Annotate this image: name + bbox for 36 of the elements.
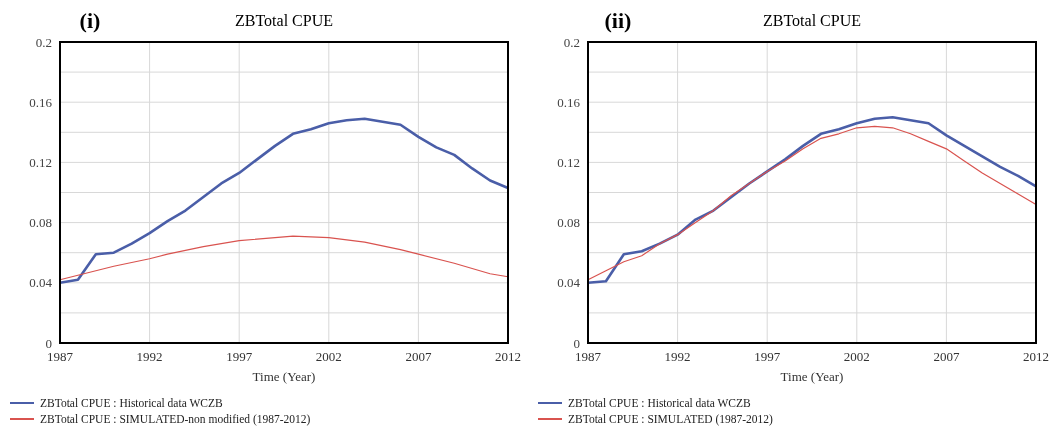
x-tick-label: 2012 <box>1023 349 1049 364</box>
x-tick-label: 2002 <box>843 349 870 364</box>
y-tick-label: 0.12 <box>557 154 580 170</box>
y-tick-label: 0.08 <box>557 215 580 231</box>
chart-title: ZBTotal CPUE <box>235 12 333 29</box>
x-tick-label: 1987 <box>47 349 74 364</box>
x-tick-label: 1987 <box>575 349 602 364</box>
x-tick-label: 1992 <box>664 349 691 364</box>
x-axis-title: Time (Year) <box>780 369 844 384</box>
x-tick-label: 2007 <box>405 349 432 364</box>
y-tick-label: 0.04 <box>29 275 53 291</box>
y-tick-label: 0.2 <box>563 34 580 50</box>
y-tick-label: 0.16 <box>29 94 53 110</box>
legend-label: ZBTotal CPUE : SIMULATED-non modified (1987-2012) <box>40 413 311 427</box>
x-axis-title: Time (Year) <box>252 369 316 384</box>
text: (ii) <box>604 8 632 33</box>
legend-label: ZBTotal CPUE : Historical data WCZB <box>568 397 751 410</box>
y-tick-label: 0 <box>45 335 52 351</box>
line-series <box>59 235 509 281</box>
x-tick-label: 2012 <box>495 349 521 364</box>
y-tick-label: 0.12 <box>29 154 52 170</box>
text: (i) <box>79 8 101 33</box>
x-tick-label: 1997 <box>226 349 253 364</box>
x-tick-label: 1997 <box>754 349 781 364</box>
line-series <box>58 117 510 285</box>
y-tick-label: 0.08 <box>29 215 52 231</box>
y-tick-label: 0.04 <box>557 275 581 291</box>
legend-label: ZBTotal CPUE : Historical data WCZB <box>40 397 223 410</box>
y-tick-label: 0 <box>573 335 580 351</box>
x-tick-label: 1992 <box>136 349 163 364</box>
x-tick-label: 2002 <box>315 349 342 364</box>
y-tick-label: 0.2 <box>35 34 52 50</box>
legend-label: ZBTotal CPUE : SIMULATED (1987-2012) <box>568 413 774 427</box>
chart-title: ZBTotal CPUE <box>763 12 861 29</box>
x-tick-label: 2007 <box>933 349 960 364</box>
y-tick-label: 0.16 <box>557 94 581 110</box>
